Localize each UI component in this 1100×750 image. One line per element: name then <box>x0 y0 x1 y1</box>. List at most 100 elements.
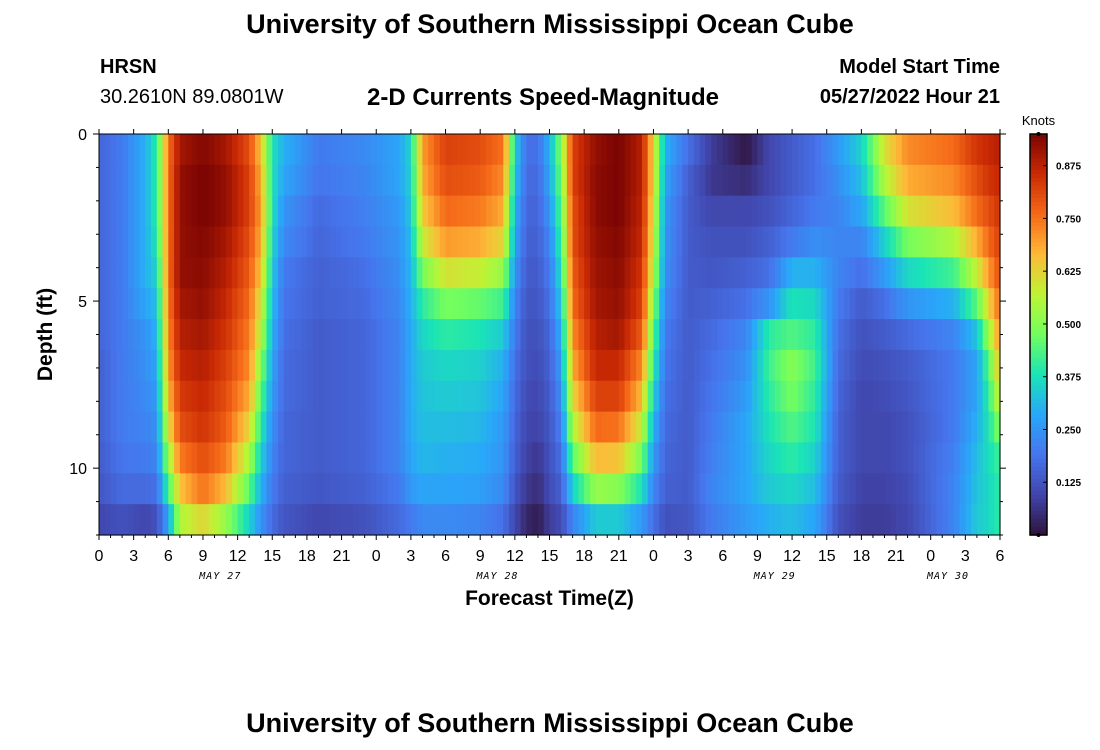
heatmap-cell <box>728 504 735 536</box>
colorbar-segment <box>1030 410 1047 416</box>
heatmap-cell <box>665 257 672 289</box>
heatmap-cell <box>740 257 747 289</box>
heatmap-cell <box>948 349 955 382</box>
heatmap-cell <box>809 442 816 474</box>
heatmap-cell <box>618 442 626 474</box>
heatmap-cell <box>953 134 961 166</box>
heatmap-cell <box>330 349 337 382</box>
heatmap-cell <box>716 134 724 166</box>
heatmap-cell <box>670 504 678 536</box>
heatmap-cell <box>428 504 435 536</box>
heatmap-cell <box>520 257 527 289</box>
heatmap-cell <box>353 134 360 166</box>
heatmap-cell <box>641 226 649 258</box>
heatmap-cell <box>462 164 470 197</box>
heatmap-cell <box>191 411 198 444</box>
heatmap-cell <box>901 195 909 228</box>
heatmap-cell <box>457 226 464 258</box>
heatmap-cell <box>907 257 914 289</box>
heatmap-cell <box>688 504 695 536</box>
heatmap-cell <box>988 319 995 351</box>
heatmap-cell <box>786 411 793 444</box>
colorbar-segment <box>1030 154 1047 159</box>
heatmap-cell <box>953 164 961 197</box>
colorbar-segment <box>1030 370 1047 376</box>
heatmap-cell <box>433 195 441 228</box>
colorbar-segment <box>1030 230 1047 235</box>
heatmap-cell <box>792 164 799 197</box>
heatmap-cell <box>786 134 793 166</box>
heatmap-cell <box>514 380 522 413</box>
heatmap-cell <box>849 442 857 474</box>
heatmap-cell <box>226 473 233 505</box>
heatmap-cell <box>896 473 903 505</box>
heatmap-cell <box>191 288 198 320</box>
heatmap-cell <box>630 257 637 289</box>
heatmap-cell <box>353 226 360 258</box>
heatmap-cell <box>526 380 533 413</box>
plot-title: 2-D Currents Speed-Magnitude <box>367 84 720 111</box>
heatmap-cell <box>861 257 868 289</box>
heatmap-cell <box>913 164 920 197</box>
heatmap-cell <box>936 257 943 289</box>
heatmap-cell <box>994 473 1001 505</box>
heatmap-cell <box>439 473 447 505</box>
heatmap-cell <box>976 504 984 536</box>
heatmap-cell <box>526 226 533 258</box>
heatmap-cell <box>907 319 914 351</box>
heatmap-cell <box>705 195 712 228</box>
heatmap-cell <box>312 349 320 382</box>
heatmap-cell <box>595 504 603 536</box>
heatmap-cell <box>647 504 655 536</box>
heatmap-cell <box>722 319 730 351</box>
heatmap-cell <box>716 257 724 289</box>
heatmap-cell <box>948 257 955 289</box>
heatmap-cell <box>514 504 522 536</box>
heatmap-cell <box>387 195 395 228</box>
x-tick-label: 21 <box>333 548 351 565</box>
heatmap-cell <box>416 164 424 197</box>
heatmap-cell <box>445 380 452 413</box>
heatmap-cell <box>803 504 811 536</box>
heatmap-cell <box>601 442 608 474</box>
heatmap-cell <box>982 473 990 505</box>
heatmap-cell <box>104 442 112 474</box>
heatmap-cell <box>416 226 424 258</box>
heatmap-cell <box>676 411 683 444</box>
heatmap-cell <box>306 473 314 505</box>
heatmap-cell <box>156 257 164 289</box>
heatmap-cell <box>197 349 204 382</box>
heatmap-cell <box>792 319 799 351</box>
heatmap-cell <box>162 195 169 228</box>
heatmap-cell <box>457 473 464 505</box>
heatmap-cell <box>647 257 655 289</box>
heatmap-cell <box>959 226 966 258</box>
heatmap-cell <box>520 473 527 505</box>
heatmap-cell <box>127 442 135 474</box>
heatmap-cell <box>665 226 672 258</box>
heatmap-cell <box>376 349 383 382</box>
heatmap-cell <box>549 349 556 382</box>
heatmap-cell <box>214 288 221 320</box>
heatmap-cell <box>428 473 435 505</box>
x-tick-label: 18 <box>298 548 316 565</box>
heatmap-cell <box>636 442 643 474</box>
heatmap-cell <box>624 257 631 289</box>
heatmap-cell <box>722 164 730 197</box>
heatmap-cell <box>838 442 845 474</box>
heatmap-cell <box>197 442 204 474</box>
heatmap-cell <box>318 504 325 536</box>
heatmap-cell <box>613 257 620 289</box>
heatmap-cell <box>202 226 210 258</box>
heatmap-cell <box>439 164 447 197</box>
heatmap-cell <box>330 164 337 197</box>
colorbar-segment <box>1030 414 1047 420</box>
heatmap-cell <box>185 473 193 505</box>
footer-title: University of Southern Mississippi Ocean… <box>246 708 854 738</box>
heatmap-cell <box>682 319 689 351</box>
heatmap-cell <box>156 226 164 258</box>
heatmap-cell <box>226 226 233 258</box>
heatmap-cell <box>607 442 614 474</box>
heatmap-cell <box>347 226 354 258</box>
heatmap-cell <box>243 134 250 166</box>
